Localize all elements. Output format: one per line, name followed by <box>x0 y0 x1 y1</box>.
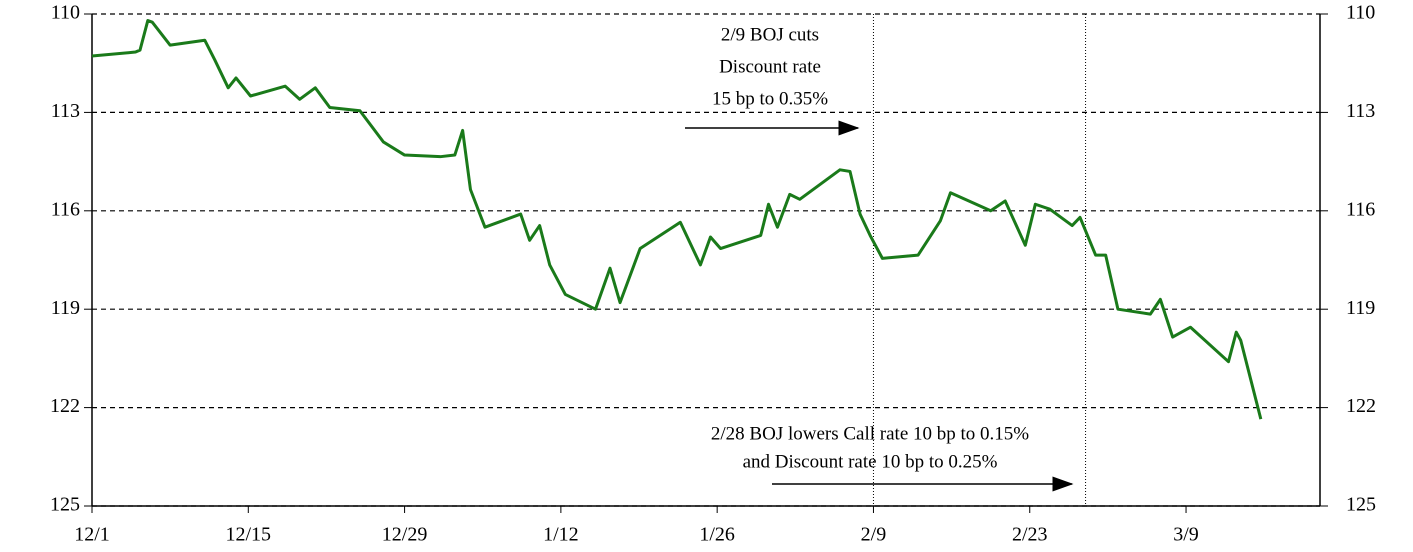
x-tick-label: 12/1 <box>74 524 110 546</box>
x-tick-label: 1/26 <box>699 524 735 546</box>
y-tick-label: 110 <box>51 2 80 24</box>
x-tick-label: 2/9 <box>861 524 887 546</box>
x-tick-label: 3/9 <box>1173 524 1199 546</box>
annotation: and Discount rate 10 bp to 0.25% <box>743 451 998 472</box>
y-tick-label: 113 <box>51 100 80 122</box>
y2-tick-label: 110 <box>1346 2 1375 24</box>
y2-tick-label: 122 <box>1346 395 1376 417</box>
y2-tick-label: 116 <box>1346 198 1375 220</box>
y2-tick-label: 119 <box>1346 297 1375 319</box>
plot-area: 110 110 113 113 116 116 119 119 122 122 125 125 12/1… <box>50 2 1376 546</box>
y-tick-label: 116 <box>51 198 80 220</box>
annotation: 2/28 BOJ lowers Call rate 10 bp to 0.15% <box>711 423 1029 444</box>
x-tick-label: 12/15 <box>226 524 272 546</box>
x-tick-label: 12/29 <box>382 524 428 546</box>
annotation: 2/9 BOJ cuts <box>721 24 819 45</box>
annotation: Discount rate <box>719 56 821 77</box>
y2-tick-label: 113 <box>1346 100 1375 122</box>
y-tick-label: 119 <box>51 297 80 319</box>
annotation: 15 bp to 0.35% <box>712 88 828 109</box>
x-tick-label: 2/23 <box>1012 524 1048 546</box>
series-line <box>91 19 1263 420</box>
x-tick-label: 1/12 <box>543 524 579 546</box>
y-tick-label: 122 <box>50 395 80 417</box>
y-tick-label: 125 <box>50 494 80 516</box>
y2-tick-label: 125 <box>1346 494 1376 516</box>
